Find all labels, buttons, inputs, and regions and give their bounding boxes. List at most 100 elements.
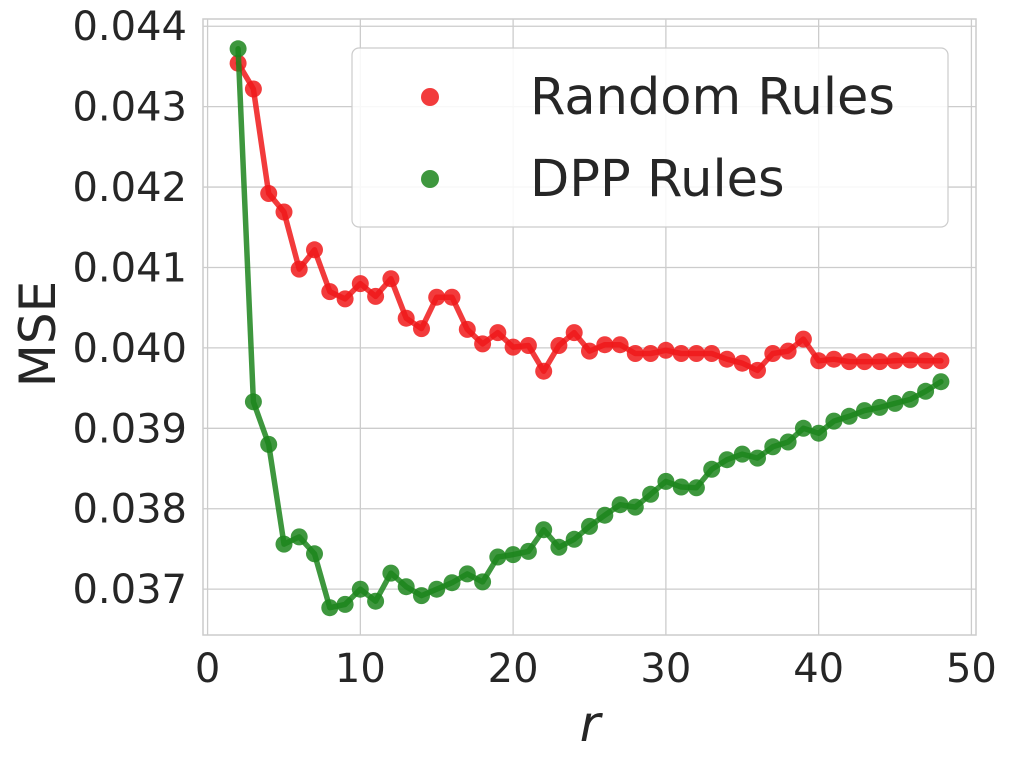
data-point-dpp-rules — [825, 412, 843, 430]
legend-label-dpp-rules: DPP Rules — [530, 150, 785, 209]
y-tick-label: 0.042 — [72, 165, 187, 211]
x-tick-labels: 0 10 20 30 40 50 — [195, 646, 997, 692]
data-point-dpp-rules — [749, 449, 766, 467]
data-point-random-rules — [886, 352, 904, 370]
data-point-dpp-rules — [504, 546, 522, 564]
x-axis-label: r — [580, 695, 604, 753]
data-point-dpp-rules — [871, 398, 889, 416]
data-point-dpp-rules — [275, 535, 293, 553]
data-point-dpp-rules — [718, 451, 736, 469]
data-point-dpp-rules — [703, 460, 721, 478]
data-point-dpp-rules — [672, 478, 690, 496]
data-point-random-rules — [336, 290, 354, 308]
data-point-dpp-rules — [917, 382, 935, 400]
data-point-random-rules — [871, 353, 889, 371]
data-point-random-rules — [794, 330, 812, 348]
legend: Random Rules DPP Rules — [351, 47, 949, 228]
data-point-random-rules — [489, 324, 507, 342]
data-point-dpp-rules — [642, 485, 660, 503]
data-point-dpp-rules — [321, 599, 339, 617]
data-point-dpp-rules — [657, 472, 675, 490]
data-point-dpp-rules — [794, 419, 812, 437]
data-point-random-rules — [840, 353, 858, 371]
data-point-random-rules — [733, 354, 751, 372]
data-point-dpp-rules — [519, 542, 537, 560]
y-tick-label: 0.040 — [72, 326, 187, 372]
x-tick-label: 30 — [640, 646, 691, 692]
data-point-dpp-rules — [840, 407, 858, 425]
y-tick-labels: 0.037 0.038 0.039 0.040 0.041 0.042 0.043 0.044 — [72, 4, 187, 613]
data-point-dpp-rules — [810, 424, 828, 442]
data-point-random-rules — [856, 353, 873, 371]
data-point-random-rules — [321, 283, 339, 301]
data-point-dpp-rules — [474, 573, 492, 591]
data-point-dpp-rules — [932, 373, 950, 391]
data-point-dpp-rules — [687, 479, 705, 497]
data-point-random-rules — [657, 341, 675, 359]
data-point-random-rules — [397, 309, 415, 327]
data-point-random-rules — [535, 362, 553, 380]
data-point-dpp-rules — [428, 580, 446, 598]
data-point-dpp-rules — [306, 545, 323, 563]
x-tick-label: 0 — [195, 646, 220, 692]
data-point-random-rules — [810, 352, 828, 370]
data-point-dpp-rules — [351, 580, 369, 598]
data-point-random-rules — [611, 336, 629, 354]
data-point-random-rules — [565, 324, 583, 342]
legend-label-random-rules: Random Rules — [530, 68, 895, 127]
data-point-random-rules — [382, 270, 400, 288]
data-point-dpp-rules — [596, 506, 614, 524]
data-point-random-rules — [443, 288, 461, 306]
data-point-dpp-rules — [367, 592, 385, 610]
data-point-random-rules — [428, 288, 446, 306]
data-point-dpp-rules — [733, 445, 751, 463]
data-point-random-rules — [917, 352, 935, 370]
y-axis-label: MSE — [9, 281, 67, 387]
data-point-random-rules — [749, 361, 766, 379]
data-point-random-rules — [687, 345, 705, 362]
data-point-dpp-rules — [244, 393, 262, 411]
legend-marker-random-rules — [421, 88, 439, 106]
x-tick-label: 40 — [793, 646, 844, 692]
data-point-random-rules — [642, 345, 660, 362]
data-point-random-rules — [703, 345, 721, 362]
y-tick-label: 0.041 — [72, 245, 187, 291]
y-tick-label: 0.038 — [72, 487, 187, 533]
data-point-random-rules — [825, 350, 843, 368]
data-point-random-rules — [901, 351, 919, 369]
data-point-random-rules — [351, 275, 369, 293]
data-point-dpp-rules — [413, 587, 430, 605]
y-tick-label: 0.044 — [72, 4, 187, 50]
data-point-random-rules — [764, 345, 782, 362]
x-tick-label: 20 — [488, 646, 539, 692]
data-point-random-rules — [290, 260, 308, 278]
data-point-random-rules — [244, 80, 262, 98]
data-point-random-rules — [581, 342, 598, 360]
data-point-dpp-rules — [260, 435, 278, 453]
data-point-random-rules — [779, 342, 797, 360]
y-tick-label: 0.037 — [72, 567, 187, 613]
data-point-dpp-rules — [565, 530, 583, 548]
data-point-random-rules — [474, 335, 492, 353]
data-point-dpp-rules — [764, 438, 782, 456]
data-point-dpp-rules — [550, 538, 568, 556]
plot-frame — [202, 18, 977, 636]
data-point-dpp-rules — [336, 595, 354, 613]
series-random-rules — [229, 54, 950, 380]
legend-box — [351, 47, 949, 228]
data-point-dpp-rules — [901, 390, 919, 408]
data-point-random-rules — [458, 320, 476, 338]
data-point-dpp-rules — [581, 517, 598, 535]
data-point-random-rules — [275, 203, 293, 221]
data-point-dpp-rules — [886, 394, 904, 412]
data-point-dpp-rules — [382, 564, 400, 582]
data-point-random-rules — [413, 320, 430, 338]
data-point-random-rules — [306, 241, 323, 259]
data-point-dpp-rules — [397, 578, 415, 596]
data-point-random-rules — [718, 350, 736, 368]
data-point-dpp-rules — [779, 433, 797, 451]
y-tick-label: 0.043 — [72, 85, 187, 131]
data-point-random-rules — [932, 352, 950, 370]
data-point-random-rules — [504, 338, 522, 356]
